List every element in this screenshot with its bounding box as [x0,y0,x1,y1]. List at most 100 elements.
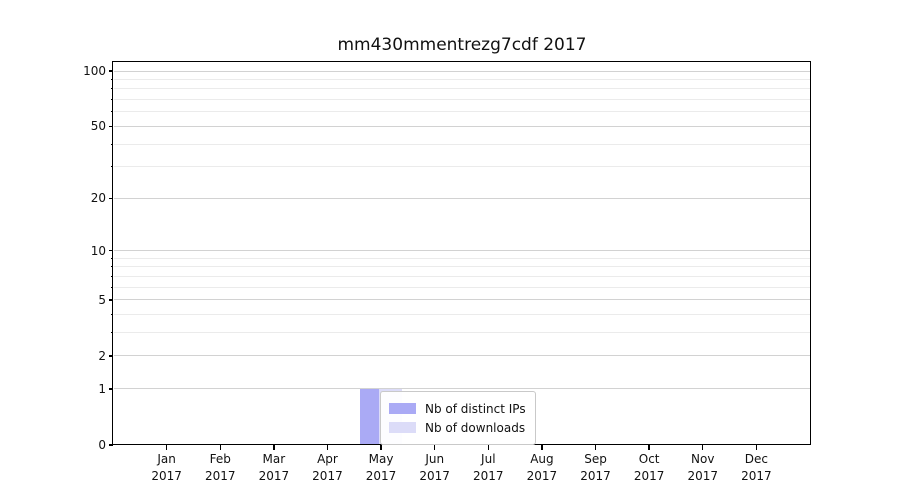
y-minor-tickmark [110,276,113,278]
y-minor-gridline [114,257,810,259]
x-tick-label: Jun 2017 [405,451,465,485]
y-minor-tickmark [110,88,113,90]
y-major-gridline [114,299,810,301]
y-major-tickmark [108,444,113,446]
x-tick-year: 2017 [741,469,772,483]
x-tick-month: Jul [481,452,496,466]
y-minor-gridline [114,266,810,268]
y-minor-gridline [114,166,810,168]
x-tick-month: Sep [584,452,607,466]
y-minor-gridline [114,276,810,278]
x-tick-year: 2017 [633,469,665,483]
x-tickmark [433,445,436,450]
x-tick-year: 2017 [312,469,343,483]
x-tickmark [648,445,650,450]
x-tick-label: Feb 2017 [190,451,250,485]
y-major-tickmark [108,355,113,357]
bar-nb-of-distinct-ips [360,388,379,445]
y-tick-label: 100 [83,64,106,79]
y-major-gridline [114,388,810,390]
y-major-gridline [114,250,810,252]
y-minor-tickmark [110,99,113,101]
y-tick-label: 50 [90,119,106,134]
y-minor-gridline [114,332,810,334]
x-tickmark [326,445,329,450]
x-tick-year: 2017 [687,469,719,483]
legend-label: Nb of distinct IPs [425,401,526,416]
legend-label: Nb of downloads [425,420,526,435]
x-tick-label: Nov 2017 [673,451,733,485]
legend: Nb of distinct IPs Nb of downloads [380,391,536,445]
x-tick-year: 2017 [419,469,450,483]
y-major-gridline [114,70,810,72]
y-minor-gridline [114,88,810,90]
x-tick-month: Nov [691,452,715,466]
x-tick-year: 2017 [473,469,504,483]
x-tickmark [380,445,382,450]
x-tickmark [702,445,704,450]
y-major-tickmark [108,299,113,301]
y-tick-label: 0 [98,438,106,452]
legend-swatch [389,422,416,433]
x-tick-year: 2017 [258,469,290,483]
x-tickmark [165,445,168,450]
x-tick-year: 2017 [365,469,397,483]
y-minor-tickmark [110,79,113,81]
x-tick-label: Apr 2017 [297,451,357,485]
x-tick-label: Jan 2017 [137,451,197,485]
y-minor-tickmark [110,266,113,268]
x-tick-label: Aug 2017 [512,451,572,485]
x-tick-label: Dec 2017 [726,451,786,485]
y-minor-gridline [114,143,810,145]
chart-title: mm430mmentrezg7cdf 2017 [337,35,587,55]
x-tick-label: Oct 2017 [619,451,679,485]
x-tickmark [541,445,543,450]
y-minor-gridline [114,286,810,288]
y-major-gridline [114,355,810,357]
y-minor-gridline [114,79,810,81]
y-minor-tickmark [110,314,113,316]
x-tickmark [487,445,489,450]
x-tick-month: Apr [317,452,338,466]
y-minor-gridline [114,99,810,101]
y-tick-label: 20 [90,191,106,206]
x-tick-label: Sep 2017 [566,451,626,485]
y-minor-tickmark [110,111,113,113]
y-minor-tickmark [110,257,113,259]
y-minor-tickmark [110,332,113,334]
legend-swatch [389,403,416,414]
y-major-tickmark [108,388,113,390]
x-tick-year: 2017 [204,469,236,483]
y-major-tickmark [108,250,113,252]
y-major-tickmark [108,197,113,200]
y-tick-label: 10 [90,243,106,258]
x-tick-month: Feb [209,452,231,466]
y-minor-tickmark [110,166,113,168]
y-major-tickmark [108,70,113,72]
x-tick-month: Oct [638,452,660,466]
x-tickmark [273,445,275,450]
x-tickmark [219,445,221,450]
x-tickmark [755,445,758,450]
x-tickmark [594,445,597,450]
x-tick-month: Jun [425,452,445,466]
y-tick-label: 1 [98,381,106,396]
y-major-gridline [114,197,810,199]
legend-entry: Nb of distinct IPs [389,400,526,417]
x-tick-month: Jan [157,452,176,466]
x-tick-month: Dec [744,452,768,466]
y-minor-tickmark [110,143,113,145]
y-tick-label: 2 [98,348,106,363]
y-minor-tickmark [110,286,113,288]
y-major-gridline [114,125,810,127]
y-major-tickmark [108,125,113,128]
x-tick-year: 2017 [580,469,611,483]
x-tick-label: May 2017 [351,451,411,485]
x-tick-month: May [368,452,394,466]
x-tick-month: Aug [530,452,554,466]
y-tick-label: 5 [98,292,106,307]
x-tick-month: Mar [262,452,286,466]
x-tick-label: Mar 2017 [244,451,304,485]
y-minor-gridline [114,111,810,113]
